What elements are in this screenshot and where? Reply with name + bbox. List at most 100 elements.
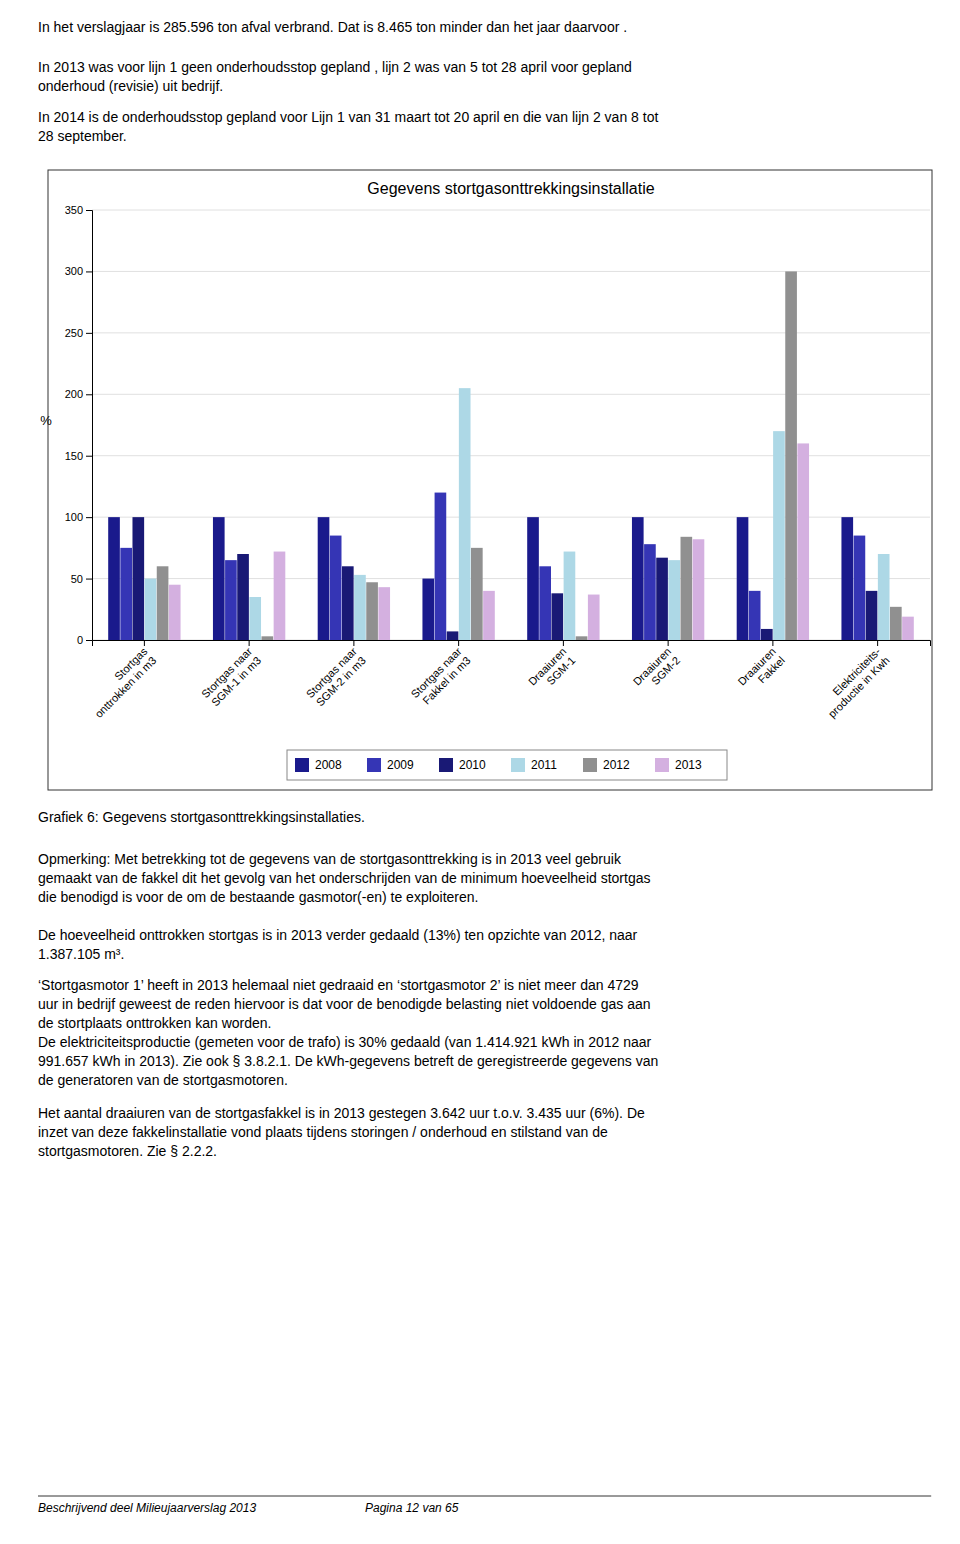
y-tick-label: 50 (71, 573, 83, 585)
paragraph: ‘Stortgasmotor 1’ heeft in 2013 helemaal… (38, 977, 658, 1088)
x-tick-label-line: productie in Kwh (826, 654, 892, 720)
paragraph-line: In 2013 was voor lijn 1 geen onderhoudss… (38, 59, 632, 75)
bar (854, 536, 866, 640)
grid (92, 210, 930, 640)
chart-frame (48, 170, 932, 790)
bar (483, 591, 495, 640)
grid-line (92, 271, 930, 272)
y-tick-label: 200 (65, 388, 83, 400)
footer: Beschrijvend deel Milieujaarverslag 2013 (38, 1501, 256, 1515)
paragraph: Het aantal draaiuren van de stortgasfakk… (38, 1105, 645, 1159)
bar (330, 536, 342, 640)
bar (588, 595, 600, 640)
legend-label: 2010 (459, 758, 486, 772)
y-tick: 200 (65, 388, 92, 400)
bar (773, 431, 785, 640)
bar (318, 517, 330, 640)
legend-label: 2009 (387, 758, 414, 772)
caption-line: Grafiek 6: Gegevens stortgasonttrekkings… (38, 809, 365, 825)
grid-line (92, 394, 930, 395)
paragraph-line: de generatoren van de stortgasmotoren. (38, 1072, 288, 1088)
x-tick: DraaiurenSGM-1 (526, 640, 578, 697)
paragraph-line: In 2014 is de onderhoudsstop gepland voo… (38, 109, 658, 125)
x-tick-label-line: SGM-1 (544, 654, 577, 687)
bar (890, 607, 902, 640)
paragraph-line: In het verslagjaar is 285.596 ton afval … (38, 19, 627, 35)
x-tick-label: Stortgas naarSGM-2 in m3 (304, 645, 368, 709)
x-tick-mark (353, 640, 354, 646)
bar (527, 517, 539, 640)
legend-item: 2011 (511, 758, 557, 772)
x-tick-label-line: SGM-2 (649, 654, 682, 687)
y-axis-line (86, 211, 93, 641)
bar (108, 517, 120, 640)
paragraph-line: De hoeveelheid onttrokken stortgas is in… (38, 927, 638, 943)
y-axis-title: % (40, 413, 52, 428)
bar (213, 517, 225, 640)
bar (435, 493, 447, 640)
bar-series (169, 443, 914, 640)
x-tick-mark (563, 640, 564, 646)
bar (354, 575, 366, 640)
y-tick-label: 350 (65, 204, 83, 216)
bar (169, 585, 181, 640)
bar-series (108, 517, 853, 640)
x-tick-label-line: SGM-1 in m3 (209, 654, 263, 708)
bar (120, 548, 132, 640)
paragraph-line: De elektriciteitsproductie (gemeten voor… (38, 1034, 652, 1050)
y-tick-label: 0 (77, 634, 83, 646)
bar (668, 560, 680, 640)
bar (797, 443, 809, 640)
paragraph-line: 28 september. (38, 128, 127, 144)
y-tick-mark (86, 271, 92, 272)
y-tick-mark (86, 210, 92, 211)
bar (644, 544, 656, 640)
y-tick-mark (86, 456, 92, 457)
x-tick-label: Elektriciteits-productie in Kwh (817, 645, 892, 720)
bar (785, 271, 797, 640)
x-tick-mark (668, 640, 669, 646)
x-tick-label: DraaiurenFakkel (735, 645, 787, 697)
paragraph-line: stortgasmotoren. Zie § 2.2.2. (38, 1143, 217, 1159)
bar (249, 597, 261, 640)
y-tick-label: 250 (65, 327, 83, 339)
legend-label: 2012 (603, 758, 630, 772)
y-tick-mark (86, 517, 92, 518)
bar (761, 629, 773, 640)
y-tick-label: 150 (65, 450, 83, 462)
legend-swatch (367, 758, 381, 772)
x-tick: Stortgasonttrokken in m3 (83, 640, 158, 720)
paragraph-line: Opmerking: Met betrekking tot de gegeven… (38, 851, 622, 867)
x-tick: DraaiurenSGM-2 (631, 640, 683, 697)
y-tick-mark (86, 394, 92, 395)
bar (841, 517, 853, 640)
x-tick-label-line: Fakkel (756, 654, 787, 685)
legend-item: 2010 (439, 758, 486, 772)
chart-title: Gegevens stortgasonttrekkingsinstallatie (367, 180, 654, 197)
bar-series (120, 493, 865, 640)
bar (237, 554, 249, 640)
legend-swatch (511, 758, 525, 772)
y-tick: 300 (65, 265, 92, 277)
caption: Grafiek 6: Gegevens stortgasonttrekkings… (38, 809, 365, 825)
footer-rule (38, 1496, 931, 1497)
legend: 200820092010201120122013 (287, 750, 727, 780)
y-tick: 0 (77, 634, 92, 646)
paragraph-line: 991.657 kWh in 2013). Zie ook § 3.8.2.1.… (38, 1053, 658, 1069)
page: In het verslagjaar is 285.596 ton afval … (0, 0, 960, 1544)
legend-item: 2009 (367, 758, 414, 772)
bar-series (145, 388, 890, 640)
x-tick-label: Stortgas naarFakkel in m3 (409, 645, 473, 709)
paragraph-line: uur in bedrijf geweest de reden hiervoor… (38, 996, 651, 1012)
x-tick-label: Stortgasonttrokken in m3 (83, 645, 158, 720)
x-tick-label-line: SGM-2 in m3 (314, 654, 368, 708)
x-tick: Stortgas naarSGM-1 in m3 (199, 640, 263, 709)
bar (693, 539, 705, 640)
legend-swatch (295, 758, 309, 772)
x-axis: Stortgasonttrokken in m3 Stortgas naarSGM… (83, 640, 930, 720)
paragraph-line: ‘Stortgasmotor 1’ heeft in 2013 helemaal… (38, 977, 639, 993)
bar (459, 388, 471, 640)
bar (366, 582, 378, 640)
paragraph: In het verslagjaar is 285.596 ton afval … (38, 19, 627, 35)
y-tick-mark (86, 333, 92, 334)
